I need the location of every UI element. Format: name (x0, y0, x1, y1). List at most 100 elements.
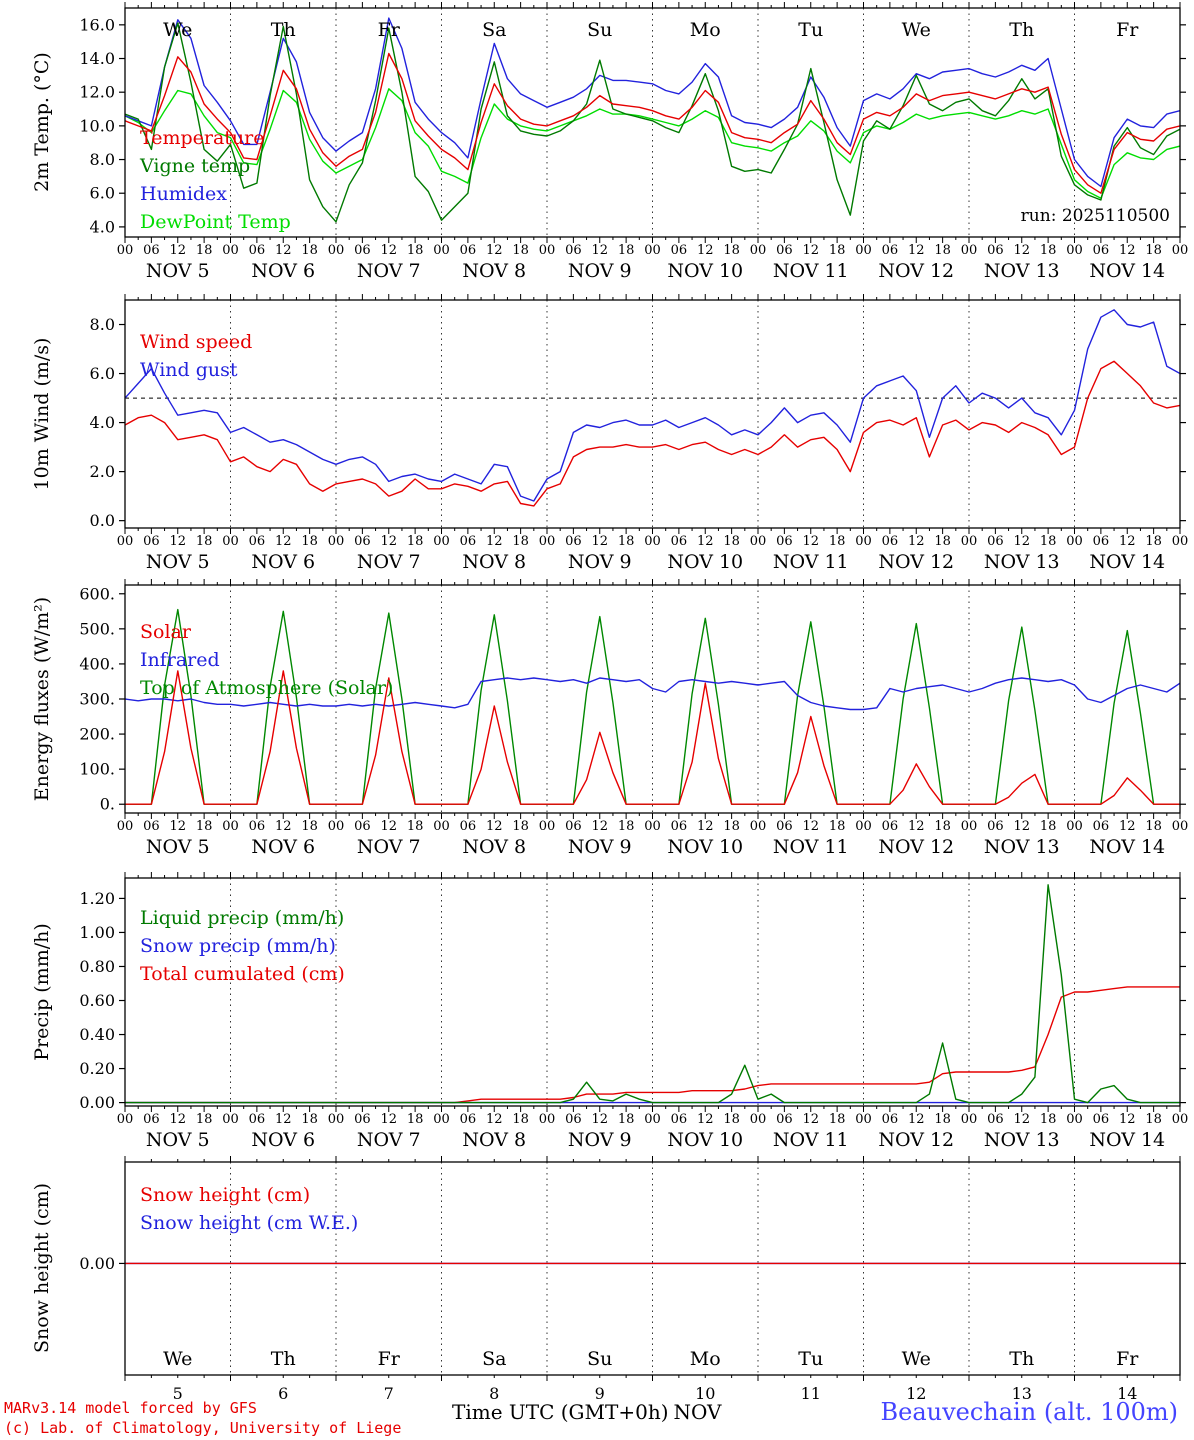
date-label: NOV 13 (984, 836, 1060, 858)
hour-label: 12 (802, 819, 819, 834)
y-tick-label: 4.0 (90, 413, 115, 432)
series-solar (125, 670, 1180, 805)
hour-label: 06 (565, 534, 582, 549)
hour-label: 00 (222, 1112, 239, 1127)
hour-label: 18 (301, 1112, 318, 1127)
hour-label: 12 (802, 534, 819, 549)
hour-label: 06 (671, 1112, 688, 1127)
hour-label: 12 (486, 819, 503, 834)
y-tick-label: 0.40 (79, 1025, 115, 1044)
hour-label: 00 (961, 1112, 978, 1127)
hour-label: 00 (117, 243, 134, 258)
date-label: NOV 5 (146, 836, 210, 858)
day-name-top: Fr (378, 19, 401, 41)
day-name-top: Th (1009, 19, 1034, 41)
hour-label: 12 (169, 819, 186, 834)
hour-label: 12 (1119, 243, 1136, 258)
hour-label: 00 (433, 819, 450, 834)
hour-label: 12 (1119, 819, 1136, 834)
hour-label: 06 (882, 534, 899, 549)
hour-label: 06 (882, 243, 899, 258)
date-label: NOV 7 (357, 551, 421, 573)
panel-wind: 0.0 2.0 4.0 6.0 8.0 00 06 12 18 00 06 12 18 00 06 12 18 0… (90, 294, 1188, 573)
date-label: NOV 6 (251, 260, 315, 282)
hour-label: 00 (750, 534, 767, 549)
date-label: NOV 14 (1089, 836, 1165, 858)
y-tick-label: 0.20 (79, 1059, 115, 1078)
date-label: NOV 6 (251, 1129, 315, 1151)
day-number: 12 (906, 1384, 926, 1403)
hour-label: 00 (1066, 534, 1083, 549)
hour-label: 06 (671, 819, 688, 834)
hour-label: 18 (301, 534, 318, 549)
hour-label: 06 (1093, 534, 1110, 549)
hour-label: 00 (1066, 819, 1083, 834)
day-name-bottom: Tu (798, 1348, 823, 1370)
footer-lab-credit: (c) Lab. of Climatology, University of L… (4, 1419, 402, 1437)
y-tick-label: 4.0 (90, 217, 115, 236)
day-number: 11 (801, 1384, 821, 1403)
y-tick-label: 100. (79, 760, 115, 779)
hour-label: 06 (143, 819, 160, 834)
hour-label: 06 (987, 1112, 1004, 1127)
hour-label: 18 (407, 1112, 424, 1127)
date-label: NOV 12 (878, 551, 954, 573)
hour-label: 00 (539, 1112, 556, 1127)
hour-label: 12 (486, 534, 503, 549)
date-label: NOV 11 (773, 1129, 849, 1151)
hour-label: 06 (987, 534, 1004, 549)
hour-label: 00 (539, 819, 556, 834)
date-label: NOV 9 (568, 260, 632, 282)
hour-label: 12 (169, 534, 186, 549)
hour-label: 18 (934, 1112, 951, 1127)
hour-label: 06 (671, 243, 688, 258)
hour-label: 06 (882, 819, 899, 834)
date-label: NOV 9 (568, 836, 632, 858)
hour-label: 06 (460, 1112, 477, 1127)
hour-label: 06 (354, 819, 371, 834)
date-label: NOV 7 (357, 260, 421, 282)
hour-label: 12 (908, 534, 925, 549)
hour-label: 06 (776, 1112, 793, 1127)
y-tick-label: 8.0 (90, 150, 115, 169)
hour-label: 12 (908, 243, 925, 258)
series-dewpoint-temp (125, 88, 1180, 200)
footer-model-credit: MARv3.14 model forced by GFS (4, 1399, 257, 1417)
hour-label: 00 (1066, 1112, 1083, 1127)
day-name-bottom: Sa (482, 1348, 506, 1370)
date-label: NOV 8 (462, 1129, 526, 1151)
date-label: NOV 13 (984, 551, 1060, 573)
hour-label: 18 (1040, 819, 1057, 834)
hour-label: 00 (433, 243, 450, 258)
hour-label: 06 (1093, 819, 1110, 834)
hour-label: 18 (618, 1112, 635, 1127)
hour-label: 00 (433, 1112, 450, 1127)
y-tick-label: 10.0 (79, 116, 115, 135)
series-liquid-precip-mm-h- (125, 884, 1180, 1104)
date-label: NOV 14 (1089, 1129, 1165, 1151)
y-tick-label: 12.0 (79, 83, 115, 102)
hour-label: 06 (354, 1112, 371, 1127)
date-label: NOV 14 (1089, 551, 1165, 573)
y-tick-label: 300. (79, 690, 115, 709)
date-label: NOV 11 (773, 551, 849, 573)
panel-temperature: 4.0 6.0 8.0 10.0 12.0 14.0 16.0 00 06 12 18 00 06 12 1… (79, 2, 1188, 282)
hour-label: 00 (539, 534, 556, 549)
hour-label: 18 (934, 534, 951, 549)
hour-label: 18 (829, 1112, 846, 1127)
hour-label: 18 (1040, 1112, 1057, 1127)
day-name-bottom: Fr (378, 1348, 401, 1370)
hour-label: 00 (328, 1112, 345, 1127)
day-number: 7 (384, 1384, 394, 1403)
series-temperature (125, 52, 1180, 194)
hour-label: 18 (934, 243, 951, 258)
hour-label: 18 (1145, 534, 1162, 549)
hour-label: 06 (882, 1112, 899, 1127)
hour-label: 18 (618, 534, 635, 549)
hour-label: 18 (196, 243, 213, 258)
day-name-bottom: We (163, 1348, 192, 1370)
hour-label: 00 (1066, 243, 1083, 258)
hour-label: 06 (460, 243, 477, 258)
hour-label: 18 (618, 243, 635, 258)
hour-label: 06 (143, 243, 160, 258)
